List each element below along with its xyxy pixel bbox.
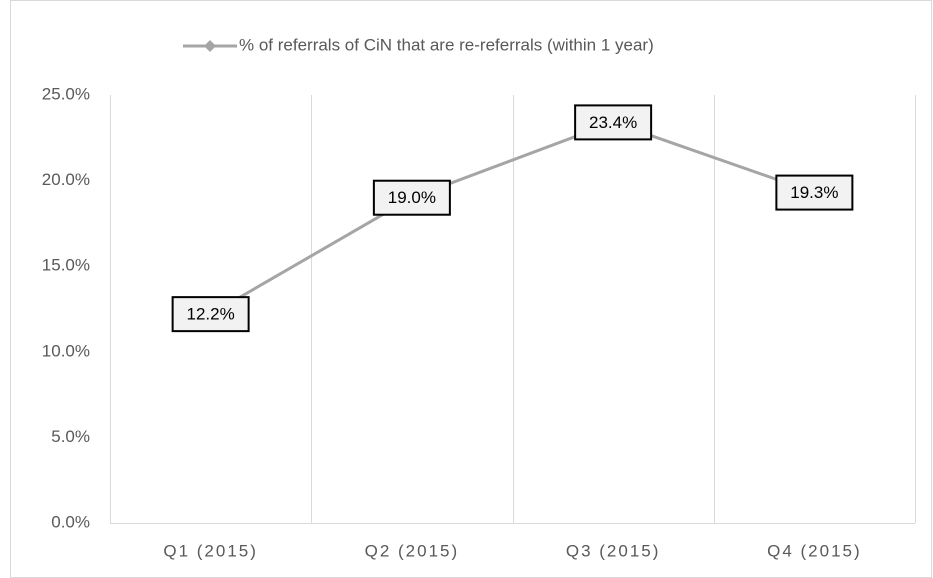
chart-frame: [10, 0, 932, 578]
data-label-box: [775, 174, 854, 211]
data-label: 23.4%: [574, 104, 653, 141]
y-tick-label: 25.0%: [42, 84, 90, 103]
data-label-text: 19.0%: [388, 188, 436, 207]
x-tick-label: Q3 (2015): [566, 541, 661, 560]
x-tick-label: Q1 (2015): [163, 541, 258, 560]
data-label: 19.0%: [372, 179, 451, 216]
legend-label: % of referrals of CiN that are re-referr…: [239, 35, 654, 54]
y-tick-label: 0.0%: [51, 512, 90, 531]
data-label: 19.3%: [775, 174, 854, 211]
data-label-box: [171, 296, 250, 333]
data-label-text: 19.3%: [790, 183, 838, 202]
data-label: 12.2%: [171, 296, 250, 333]
x-tick-label: Q4 (2015): [767, 541, 862, 560]
data-label-box: [574, 104, 653, 141]
legend-marker: [204, 40, 216, 52]
data-label-text: 23.4%: [589, 113, 637, 132]
series-line: [209, 120, 815, 316]
y-tick-label: 15.0%: [42, 256, 90, 275]
data-label-box: [372, 179, 451, 216]
x-tick-label: Q2 (2015): [365, 541, 460, 560]
y-tick-label: 20.0%: [42, 170, 90, 189]
y-tick-label: 10.0%: [42, 341, 90, 360]
y-tick-label: 5.0%: [51, 427, 90, 446]
data-label-text: 12.2%: [187, 305, 235, 324]
